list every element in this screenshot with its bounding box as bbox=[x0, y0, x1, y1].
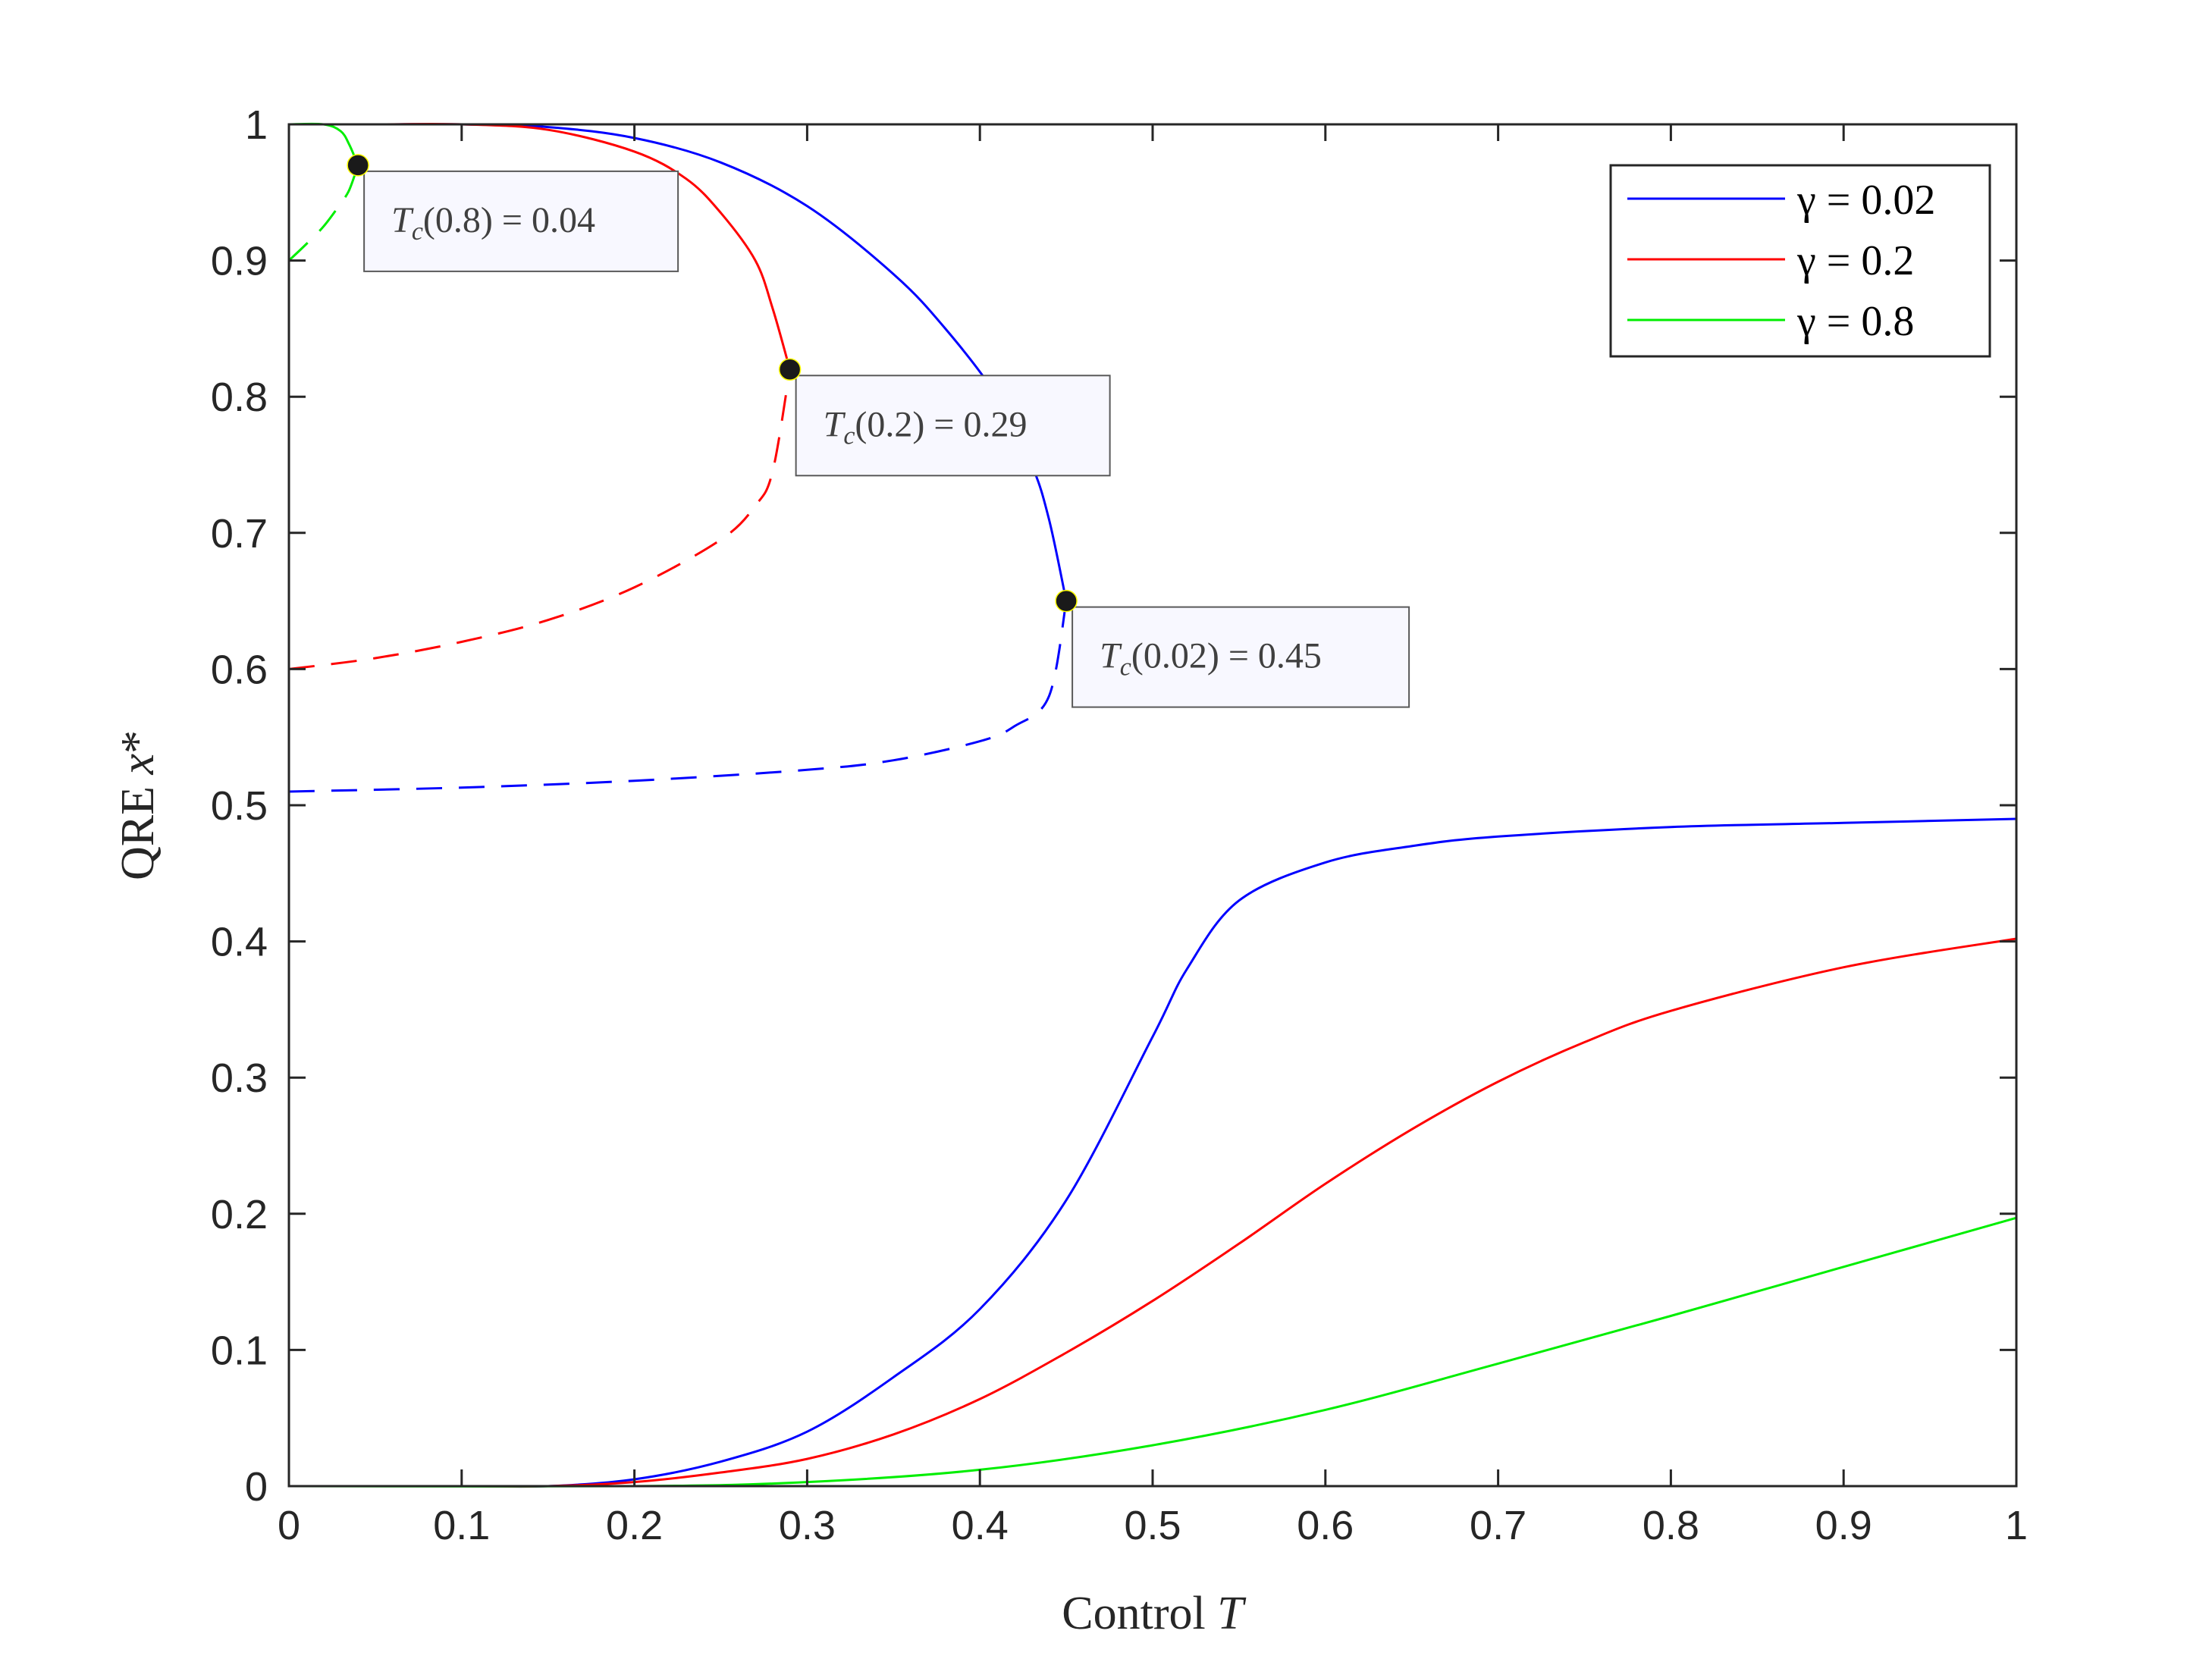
y-tick-label: 0.4 bbox=[211, 920, 268, 965]
series-0-middle-line bbox=[288, 601, 1068, 793]
annotation-label-2: Tc(0.02) = 0.45 bbox=[1100, 636, 1322, 682]
critical-point-marker-1 bbox=[778, 358, 802, 381]
series-2-middle-line bbox=[287, 165, 359, 262]
y-tick-label: 0 bbox=[245, 1464, 268, 1510]
legend-label-1: γ = 0.2 bbox=[1796, 237, 1914, 284]
annotation-label-0: Tc(0.8) = 0.04 bbox=[391, 200, 595, 246]
x-tick-label: 0.4 bbox=[952, 1503, 1009, 1548]
series-1-lower-line bbox=[289, 937, 2017, 1488]
y-tick-label: 0.6 bbox=[211, 647, 268, 692]
critical-point-marker-2 bbox=[1055, 589, 1078, 613]
x-tick-label: 1 bbox=[2005, 1503, 2028, 1548]
annotation-box-2 bbox=[1071, 606, 1410, 708]
y-axis-title: QRE x* bbox=[112, 730, 164, 880]
legend: γ = 0.02 γ = 0.2 γ = 0.8 bbox=[1609, 164, 1991, 358]
x-axis-title-symbol: T bbox=[1217, 1588, 1247, 1639]
y-axis-title-suffix: * bbox=[112, 730, 164, 754]
y-tick-label: 0.9 bbox=[211, 239, 268, 284]
x-tick-label: 0 bbox=[278, 1503, 300, 1548]
y-tick-label: 0.7 bbox=[211, 511, 268, 557]
y-tick-label: 0.5 bbox=[211, 783, 268, 829]
series-0-lower-line bbox=[289, 817, 2017, 1488]
annotation-box-1 bbox=[795, 375, 1111, 477]
legend-box bbox=[1609, 164, 1991, 358]
y-tick-label: 0.3 bbox=[211, 1055, 268, 1101]
x-tick-label: 0.9 bbox=[1815, 1503, 1872, 1548]
annotations-layer: Tc(0.8) = 0.04 Tc(0.2) = 0.29 Tc(0.02) = 0… bbox=[347, 154, 1410, 708]
x-tick-label: 0.6 bbox=[1297, 1503, 1354, 1548]
x-axis-title-text: Control bbox=[1062, 1588, 1217, 1639]
x-axis-title: Control T bbox=[1062, 1588, 1247, 1639]
series-1-middle-line bbox=[288, 369, 792, 670]
y-tick-label: 1 bbox=[245, 102, 268, 148]
y-axis-title-text: QRE bbox=[112, 775, 164, 881]
y-tick-label: 0.1 bbox=[211, 1328, 268, 1373]
y-tick-label: 0.8 bbox=[211, 375, 268, 420]
x-tick-label: 0.3 bbox=[779, 1503, 836, 1548]
x-tick-label: 0.1 bbox=[433, 1503, 490, 1548]
ticks-layer: 0 0.1 0.2 0.3 0.4 0.5 0.6 0.7 0.8 0.9 1 0 0.1 0.2 0.3 0… bbox=[211, 102, 2028, 1548]
legend-label-2: γ = 0.8 bbox=[1796, 298, 1914, 345]
x-tick-label: 0.8 bbox=[1643, 1503, 1699, 1548]
x-tick-label: 0.5 bbox=[1124, 1503, 1181, 1548]
critical-point-marker-0 bbox=[347, 154, 369, 177]
y-axis-title-symbol: x bbox=[112, 754, 164, 776]
annotation-box-0 bbox=[363, 170, 679, 272]
legend-label-0: γ = 0.02 bbox=[1796, 177, 1935, 224]
x-tick-label: 0.2 bbox=[606, 1503, 663, 1548]
x-tick-label: 0.7 bbox=[1470, 1503, 1526, 1548]
y-tick-label: 0.2 bbox=[211, 1192, 268, 1237]
annotation-label-1: Tc(0.2) = 0.29 bbox=[824, 404, 1028, 450]
